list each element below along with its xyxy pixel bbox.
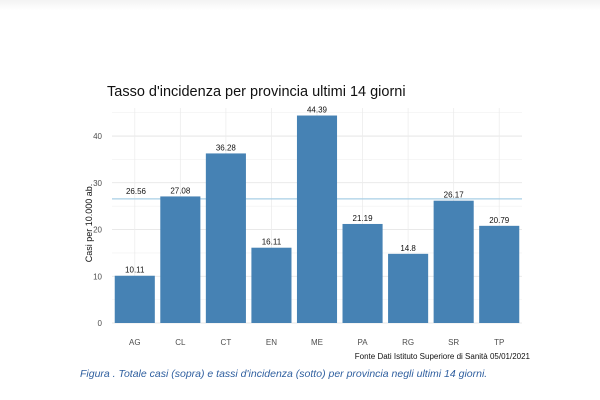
bar-ct: [205, 153, 246, 323]
x-tick-label: AG: [129, 338, 141, 347]
bar-value-label: 14.8: [400, 244, 416, 253]
y-tick-label: 30: [93, 179, 102, 188]
x-tick-label: TP: [494, 338, 504, 347]
bar-value-label: 36.28: [216, 143, 237, 152]
chart-title: Tasso d'incidenza per provincia ultimi 1…: [107, 84, 406, 100]
top-strip: [0, 0, 600, 10]
bar-value-label: 44.39: [307, 106, 328, 115]
y-axis-title: Casi per 10.000 ab.: [84, 184, 94, 263]
bar-me: [296, 115, 338, 324]
bar-value-label: 16.11: [262, 238, 282, 247]
x-tick-label: CT: [221, 338, 232, 347]
x-tick-label: EN: [266, 338, 277, 347]
bar-value-label: 10.11: [125, 266, 145, 275]
bar-layer: [114, 115, 520, 324]
bar-pa: [342, 223, 383, 323]
bar-en: [251, 247, 292, 323]
reference-line-label: 26.56: [126, 187, 147, 196]
y-tick-label: 20: [93, 226, 102, 235]
x-tick-label: ME: [311, 338, 323, 347]
y-tick-label: 0: [98, 319, 103, 328]
y-tick-label: 10: [93, 272, 102, 281]
bar-value-label: 20.79: [489, 216, 510, 225]
x-tick-label: RG: [402, 338, 414, 347]
bar-cl: [160, 196, 201, 323]
label-layer: 0 10 20 30 40 10.11 AG 27.08 CL 36.28 CT 16.11 EN 44.…: [93, 106, 510, 347]
x-tick-label: PA: [358, 338, 369, 347]
x-tick-label: CL: [175, 338, 186, 347]
bar-value-label: 26.17: [444, 191, 465, 200]
bar-sr: [433, 200, 474, 323]
figure-caption: Figura . Totale casi (sopra) e tassi d'i…: [80, 368, 488, 380]
y-tick-label: 40: [93, 132, 102, 141]
x-tick-label: SR: [448, 338, 459, 347]
bar-value-label: 21.19: [353, 214, 374, 223]
bar-rg: [388, 253, 429, 323]
bar-tp: [479, 225, 520, 323]
bar-value-label: 27.08: [170, 186, 191, 195]
bar-ag: [114, 275, 155, 323]
source-note: Fonte Dati Istituto Superiore di Sanità …: [355, 352, 531, 361]
